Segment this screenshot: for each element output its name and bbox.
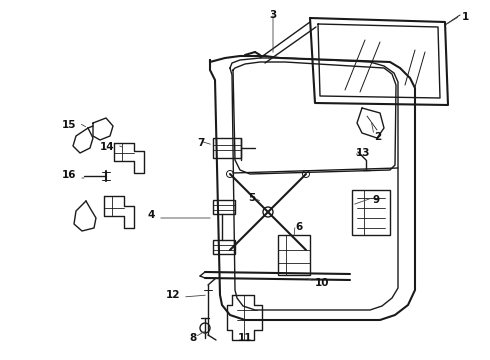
Text: 9: 9: [372, 195, 379, 205]
Text: 11: 11: [238, 333, 252, 343]
Bar: [352, 190, 390, 235]
Bar: [213, 200, 235, 214]
Bar: [278, 235, 310, 275]
Text: 16: 16: [62, 170, 76, 180]
Text: 6: 6: [295, 222, 302, 232]
Text: 15: 15: [62, 120, 76, 130]
Text: 5: 5: [248, 193, 255, 203]
Text: 7: 7: [197, 138, 204, 148]
Text: 3: 3: [270, 10, 277, 20]
Bar: [213, 240, 235, 254]
Text: 4: 4: [147, 210, 155, 220]
Text: 14: 14: [99, 142, 114, 152]
Text: 8: 8: [189, 333, 196, 343]
Text: 13: 13: [356, 148, 370, 158]
Text: 1: 1: [462, 12, 469, 22]
Text: 10: 10: [315, 278, 329, 288]
Text: 12: 12: [166, 290, 180, 300]
Bar: [213, 138, 241, 158]
Text: 2: 2: [374, 132, 381, 142]
